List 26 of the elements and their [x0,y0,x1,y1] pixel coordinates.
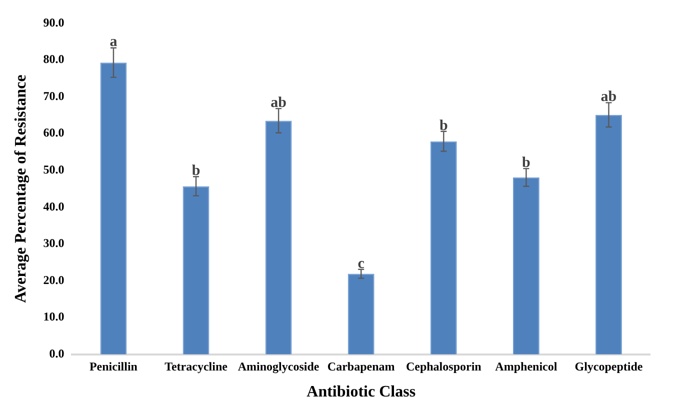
y-axis-title: Average Percentage of Resistance [12,74,30,303]
x-axis-title: Antibiotic Class [306,384,416,401]
y-tick-label: 80.0 [43,52,64,66]
y-tick-label: 70.0 [43,88,64,103]
x-tick-label: Aminoglycoside [238,360,320,374]
annotation: c [358,256,365,272]
annotation: b [522,154,530,171]
annotation: ab [600,89,617,106]
y-tick-label: 60.0 [43,126,64,140]
x-tick-label: Tetracycline [164,360,228,374]
annotation: a [110,34,118,50]
annotation: b [192,163,200,180]
x-tick-label: Glycopeptide [574,360,644,374]
y-tick-label: 30.0 [43,236,64,250]
y-tick-label: 20.0 [43,272,64,287]
x-tick-label: Carbapenam [327,360,395,374]
annotation: ab [270,94,286,111]
y-tick-label: 50.0 [43,162,64,176]
x-tick-label: Cephalosporin [406,360,482,374]
y-tick-label: 0.0 [49,346,64,360]
y-tick-label: 10.0 [43,310,64,324]
x-tick-label: Penicillin [89,360,138,374]
y-tick-label: 90.0 [43,15,64,30]
x-tick-label: Amphenicol [495,360,558,374]
annotation: b [439,118,448,134]
y-tick-label: 40.0 [43,199,64,214]
